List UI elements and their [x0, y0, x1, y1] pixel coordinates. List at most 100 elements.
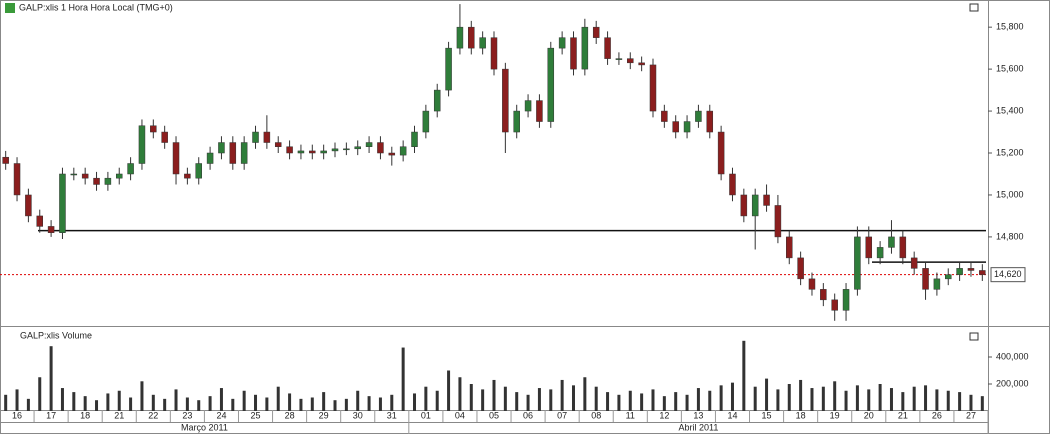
x-tick-label: 16: [12, 410, 22, 420]
candle-body: [604, 37, 611, 59]
x-tick-label: 21: [898, 410, 908, 420]
volume-bar: [912, 386, 916, 411]
volume-bar: [413, 393, 417, 411]
x-tick-label: 20: [864, 410, 874, 420]
month-label: Abril 2011: [678, 422, 718, 432]
volume-title: GALP:xlis Volume: [20, 330, 92, 340]
candle-body: [922, 268, 929, 290]
volume-bar: [526, 394, 530, 411]
y-tick-label: 15,000: [996, 189, 1024, 199]
candle-body: [320, 150, 327, 154]
volume-bar: [503, 386, 507, 411]
volume-bar: [606, 392, 610, 411]
volume-bar: [537, 388, 541, 411]
volume-bar: [833, 381, 837, 411]
volume-bar: [38, 377, 42, 411]
x-tick-label: 25: [251, 410, 261, 420]
volume-bar: [26, 398, 30, 411]
candle-body: [36, 215, 43, 227]
x-tick-label: 22: [148, 410, 158, 420]
volume-bar: [708, 390, 712, 411]
candle-body: [627, 58, 634, 64]
volume-bar: [651, 389, 655, 411]
x-tick-label: 11: [626, 410, 635, 420]
volume-bar: [855, 385, 859, 411]
volume-bar: [844, 390, 848, 411]
volume-bar: [549, 389, 553, 411]
candle-body: [354, 146, 361, 150]
candle-body: [252, 131, 259, 143]
volume-bar: [265, 397, 269, 411]
candle-body: [513, 110, 520, 133]
volume-bar: [333, 400, 337, 411]
candle-body: [286, 146, 293, 154]
candle-body: [172, 142, 180, 175]
candle-body: [558, 37, 566, 49]
x-tick-label: 05: [489, 410, 499, 420]
volume-bar: [799, 379, 803, 411]
candle-body: [865, 236, 873, 259]
candle-body: [115, 173, 123, 179]
x-tick-label: 26: [932, 410, 942, 420]
candle-body: [47, 226, 55, 233]
y-tick-label: 200,000: [996, 378, 1029, 388]
candle-body: [468, 26, 475, 49]
x-tick-label: 31: [387, 410, 397, 420]
volume-bar: [560, 379, 564, 411]
candle-body: [899, 236, 907, 259]
candle-body: [399, 146, 407, 156]
month-label: Março 2011: [181, 422, 228, 432]
y-tick-label: 400,000: [996, 351, 1029, 361]
candle-body: [343, 148, 350, 151]
candle-body: [854, 236, 861, 290]
volume-bar: [447, 370, 451, 411]
maximize-button[interactable]: [969, 3, 979, 12]
x-tick-label: 27: [966, 410, 976, 420]
x-tick-label: 18: [796, 410, 806, 420]
volume-bar: [730, 382, 734, 411]
candle-body: [649, 64, 657, 112]
candle-body: [138, 125, 146, 164]
x-tick-label: 19: [830, 410, 840, 420]
volume-bar: [753, 386, 757, 411]
volume-bar: [242, 390, 246, 411]
volume-bar: [696, 388, 700, 411]
volume-bar: [628, 390, 632, 411]
candle-body: [831, 299, 838, 311]
candle-body: [263, 131, 271, 143]
candle-body: [536, 100, 543, 122]
candle-body: [445, 47, 452, 91]
candle-body: [81, 173, 89, 179]
y-tick-label: 15,800: [996, 22, 1024, 32]
x-tick-label: 18: [80, 410, 90, 420]
candle-body: [104, 177, 112, 185]
volume-bar: [401, 347, 405, 411]
x-tick-label: 24: [216, 410, 226, 420]
volume-bar: [640, 393, 644, 411]
volume-bar: [174, 389, 178, 411]
volume-bar: [719, 385, 723, 411]
x-tick-label: 28: [285, 410, 295, 420]
volume-bar: [458, 377, 462, 411]
x-tick-label: 01: [421, 410, 431, 420]
candle-body: [195, 163, 202, 179]
x-tick-label: 17: [46, 410, 56, 420]
candle-body: [592, 26, 600, 38]
volume-bar: [276, 386, 280, 411]
icon: [5, 3, 15, 13]
volume-bar: [310, 397, 314, 411]
candle-body: [2, 156, 9, 164]
candle-body: [695, 110, 702, 122]
maximize-button[interactable]: [969, 332, 979, 341]
candle-body: [127, 163, 134, 175]
candle-body: [490, 37, 498, 70]
volume-bar: [117, 390, 121, 411]
candle-body: [751, 194, 759, 217]
candle-body: [740, 194, 748, 217]
volume-bar: [617, 394, 621, 411]
candle-body: [661, 110, 668, 122]
x-tick-label: 08: [591, 410, 601, 420]
candle-body: [672, 121, 679, 133]
x-tick-label: 13: [693, 410, 703, 420]
